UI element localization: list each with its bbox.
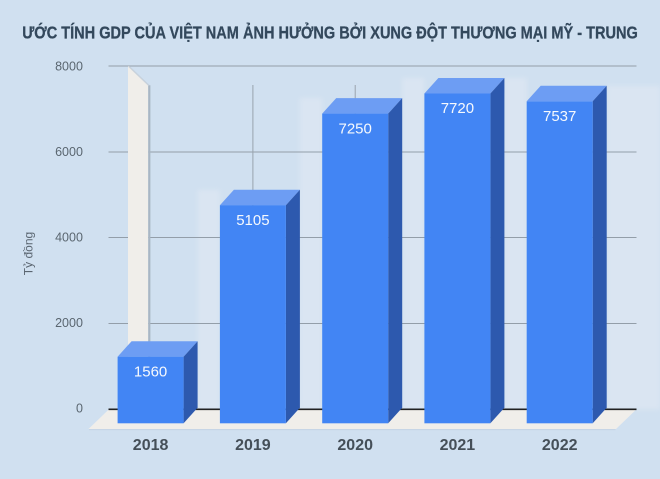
svg-text:2020: 2020	[337, 437, 373, 454]
svg-text:2021: 2021	[440, 437, 476, 454]
svg-text:6000: 6000	[55, 145, 83, 159]
svg-text:8000: 8000	[55, 59, 83, 73]
svg-text:2022: 2022	[542, 437, 578, 454]
svg-text:ƯỚC TÍNH GDP CỦA VIỆT NAM ẢNH: ƯỚC TÍNH GDP CỦA VIỆT NAM ẢNH HƯỞNG BỞI …	[22, 21, 638, 43]
svg-text:5105: 5105	[236, 212, 269, 229]
svg-text:2019: 2019	[235, 437, 271, 454]
svg-text:2000: 2000	[55, 316, 83, 330]
svg-text:Tỷ đồng: Tỷ đồng	[22, 232, 36, 275]
svg-text:2018: 2018	[133, 437, 169, 454]
svg-text:1560: 1560	[134, 363, 167, 380]
svg-text:7250: 7250	[339, 120, 372, 137]
svg-text:4000: 4000	[55, 230, 83, 244]
svg-text:0: 0	[76, 401, 83, 415]
svg-text:7537: 7537	[543, 108, 576, 125]
svg-text:7720: 7720	[441, 100, 474, 117]
